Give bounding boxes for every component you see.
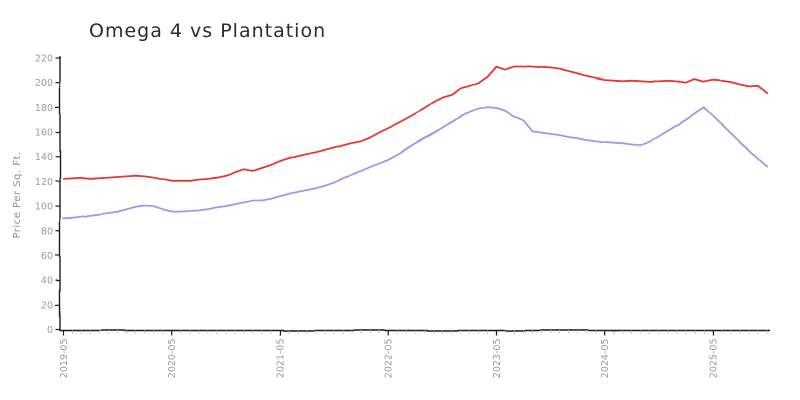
axis-tick-labels: 0 20 40 60 80 100 120 140 160 180 200 220 2019-05 202… — [35, 54, 720, 379]
y-tick-label: 220 — [35, 54, 53, 65]
y-tick-label: 100 — [35, 202, 53, 213]
omega-4-series-line — [62, 105, 768, 220]
x-tick-label: 2025-05 — [708, 339, 719, 379]
y-tick-label: 20 — [41, 300, 53, 311]
y-tick-label: 180 — [35, 103, 53, 114]
y-tick-label: 60 — [41, 251, 53, 262]
chart-title: Omega 4 vs Plantation — [89, 20, 327, 42]
x-tick-label: 2021-05 — [275, 339, 286, 379]
y-tick-label: 200 — [35, 78, 53, 89]
y-tick-label: 80 — [41, 226, 53, 237]
x-tick-label: 2023-05 — [492, 338, 503, 378]
x-tick-label: 2022-05 — [384, 339, 395, 379]
plantation-series-line — [62, 65, 768, 182]
y-tick-label: 120 — [35, 177, 53, 188]
axes-spines — [59, 56, 770, 332]
y-tick-label: 140 — [35, 152, 53, 163]
y-axis-title: Price Per Sq. Ft. — [12, 151, 23, 238]
plot-area — [55, 56, 770, 336]
x-tick-label: 2024-05 — [600, 339, 611, 379]
x-tick-label: 2020-05 — [167, 339, 178, 379]
y-tick-label: 160 — [35, 128, 53, 139]
y-tick-label: 0 — [47, 325, 53, 336]
x-tick-label: 2019-05 — [59, 339, 70, 379]
y-tick-label: 40 — [41, 276, 53, 287]
